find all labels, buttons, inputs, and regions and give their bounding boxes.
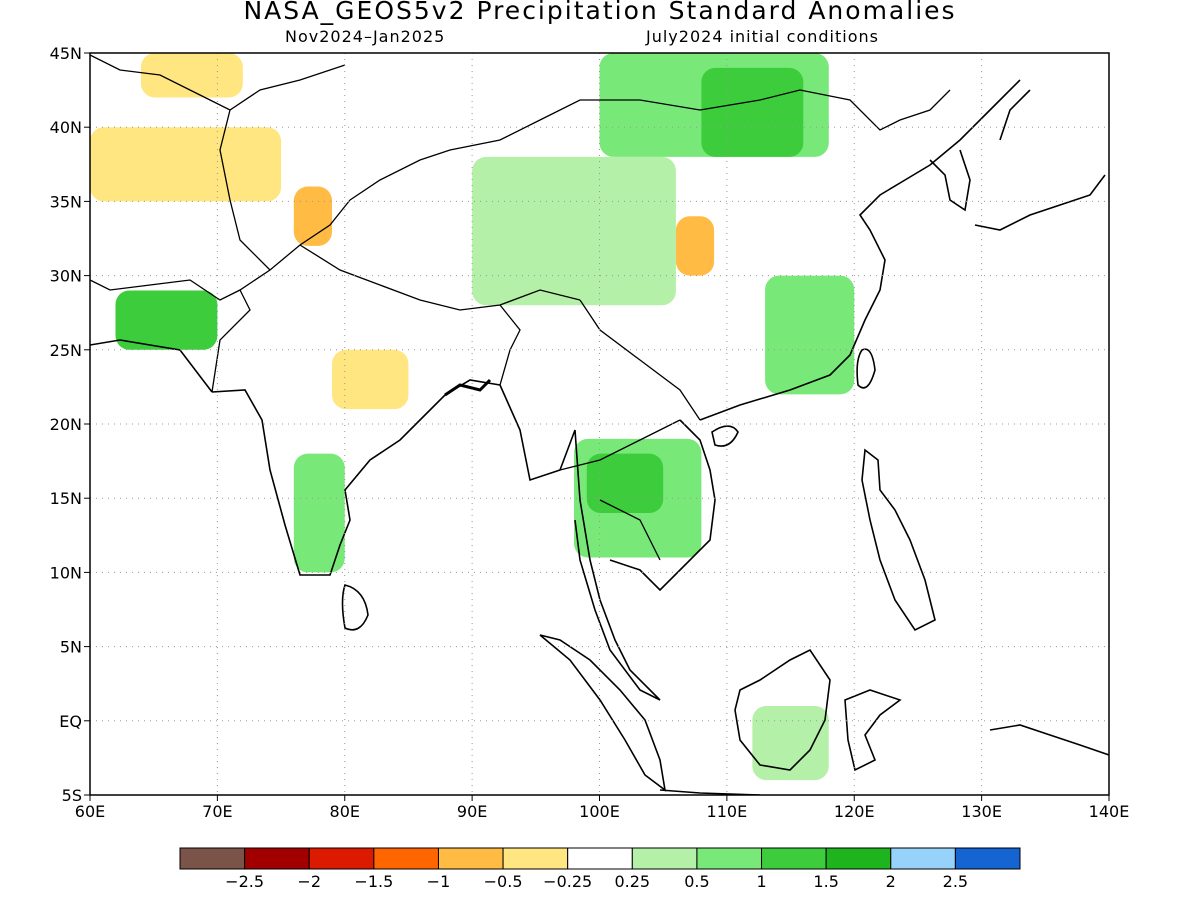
colorbar-label: −1.5	[354, 872, 393, 891]
region-kashmir-dry	[293, 186, 333, 246]
region-central-china-dry	[675, 216, 715, 276]
region-central-asia-dry	[90, 127, 282, 202]
lat-tick-label: 35N	[50, 192, 82, 211]
region-pakistan-strong-wet	[115, 290, 218, 350]
borneo-coast	[734, 648, 831, 771]
country-borders	[90, 54, 951, 561]
vietnam-coast	[609, 419, 716, 592]
region-borneo-wet	[752, 705, 829, 781]
colorbar-swatch	[502, 847, 569, 870]
colorbar-label: −1	[427, 872, 451, 891]
colorbar-swatch	[890, 847, 956, 870]
colorbar-label: 0.25	[614, 872, 650, 891]
colorbar-label: 2.5	[943, 872, 968, 891]
colorbar-swatch	[567, 847, 633, 870]
colorbar-label: 2	[886, 872, 896, 891]
lon-tick-label: 60E	[75, 802, 105, 821]
lat-tick-label: 25N	[50, 341, 82, 360]
subtitle-period: Nov2024–Jan2025	[285, 27, 446, 46]
sumatra-coast	[539, 634, 667, 792]
lat-tick-label: 45N	[50, 44, 82, 63]
taiwan-coast	[856, 348, 876, 389]
colorbar-swatch	[631, 847, 698, 870]
lon-tick-label: 140E	[1089, 802, 1130, 821]
colorbar-label: 1	[756, 872, 766, 891]
colorbar-swatch	[954, 847, 1021, 870]
colorbar-swatch	[244, 847, 310, 870]
region-tibet-wet	[472, 156, 676, 306]
korea-coast	[929, 149, 971, 212]
lon-tick-label: 120E	[834, 802, 875, 821]
lon-tick-label: 130E	[961, 802, 1002, 821]
region-south-china-wet	[765, 275, 855, 395]
lon-tick-label: 70E	[202, 802, 232, 821]
colorbar-swatch	[437, 847, 504, 870]
colorbar-swatch	[373, 847, 439, 870]
lon-tick-label: 90E	[457, 802, 487, 821]
colorbar-label: −0.25	[543, 872, 592, 891]
region-inner-mongolia-strong-wet	[701, 67, 804, 157]
region-india-dry	[332, 349, 409, 410]
colorbar-label: 1.5	[813, 872, 838, 891]
lat-tick-label: 15N	[50, 489, 82, 508]
chart-title: NASA_GEOS5v2 Precipitation Standard Anom…	[243, 0, 957, 25]
colorbar-label: −0.5	[484, 872, 523, 891]
lon-tick-label: 110E	[707, 802, 748, 821]
lat-tick-label: 10N	[50, 563, 82, 582]
gridlines	[90, 53, 1109, 795]
axis-ticks: 60E 70E 80E 90E 100E 110E 120E 130E 140E 45N 40N 35…	[50, 44, 1130, 821]
sri-lanka-coast	[341, 584, 369, 631]
philippines-coast	[861, 448, 936, 632]
lat-tick-label: 40N	[50, 118, 82, 137]
colorbar-swatch	[308, 847, 375, 870]
new-guinea-coast	[989, 724, 1109, 756]
japan-coast	[974, 89, 1106, 231]
india-coast	[211, 379, 501, 576]
lat-tick-label: 5N	[60, 638, 82, 657]
china-coast	[699, 79, 1021, 421]
lon-tick-label: 100E	[579, 802, 620, 821]
lat-tick-label: 5S	[62, 786, 82, 805]
lat-tick-label: 30N	[50, 267, 82, 286]
colorbar-swatch	[179, 847, 246, 870]
colorbar-swatch	[761, 847, 827, 870]
lat-tick-label: EQ	[59, 712, 82, 731]
region-kazakh-dry	[140, 53, 243, 98]
colorbar-swatch	[825, 847, 892, 870]
colorbar-label: 0.5	[684, 872, 709, 891]
colorbar-swatch	[696, 847, 763, 870]
persian-coast	[90, 339, 213, 393]
colorbar-label: −2	[297, 872, 321, 891]
lon-tick-label: 80E	[330, 802, 360, 821]
hainan-coast	[711, 425, 739, 447]
colorbar: −2.5 −2 −1.5 −1 −0.5 −0.25 0.25 0.5 1 1.5 2 2.5	[179, 847, 1021, 891]
sulawesi-coast	[844, 689, 902, 772]
indochina-coast	[499, 384, 661, 701]
bengal-delta	[444, 378, 492, 397]
region-south-india-wet	[293, 453, 345, 573]
coastlines	[90, 54, 1109, 795]
anomaly-shading	[90, 53, 855, 781]
region-thailand-strong-wet	[586, 453, 664, 514]
subtitle-init: July2024 initial conditions	[646, 27, 879, 46]
colorbar-label: −2.5	[225, 872, 264, 891]
lat-tick-label: 20N	[50, 415, 82, 434]
